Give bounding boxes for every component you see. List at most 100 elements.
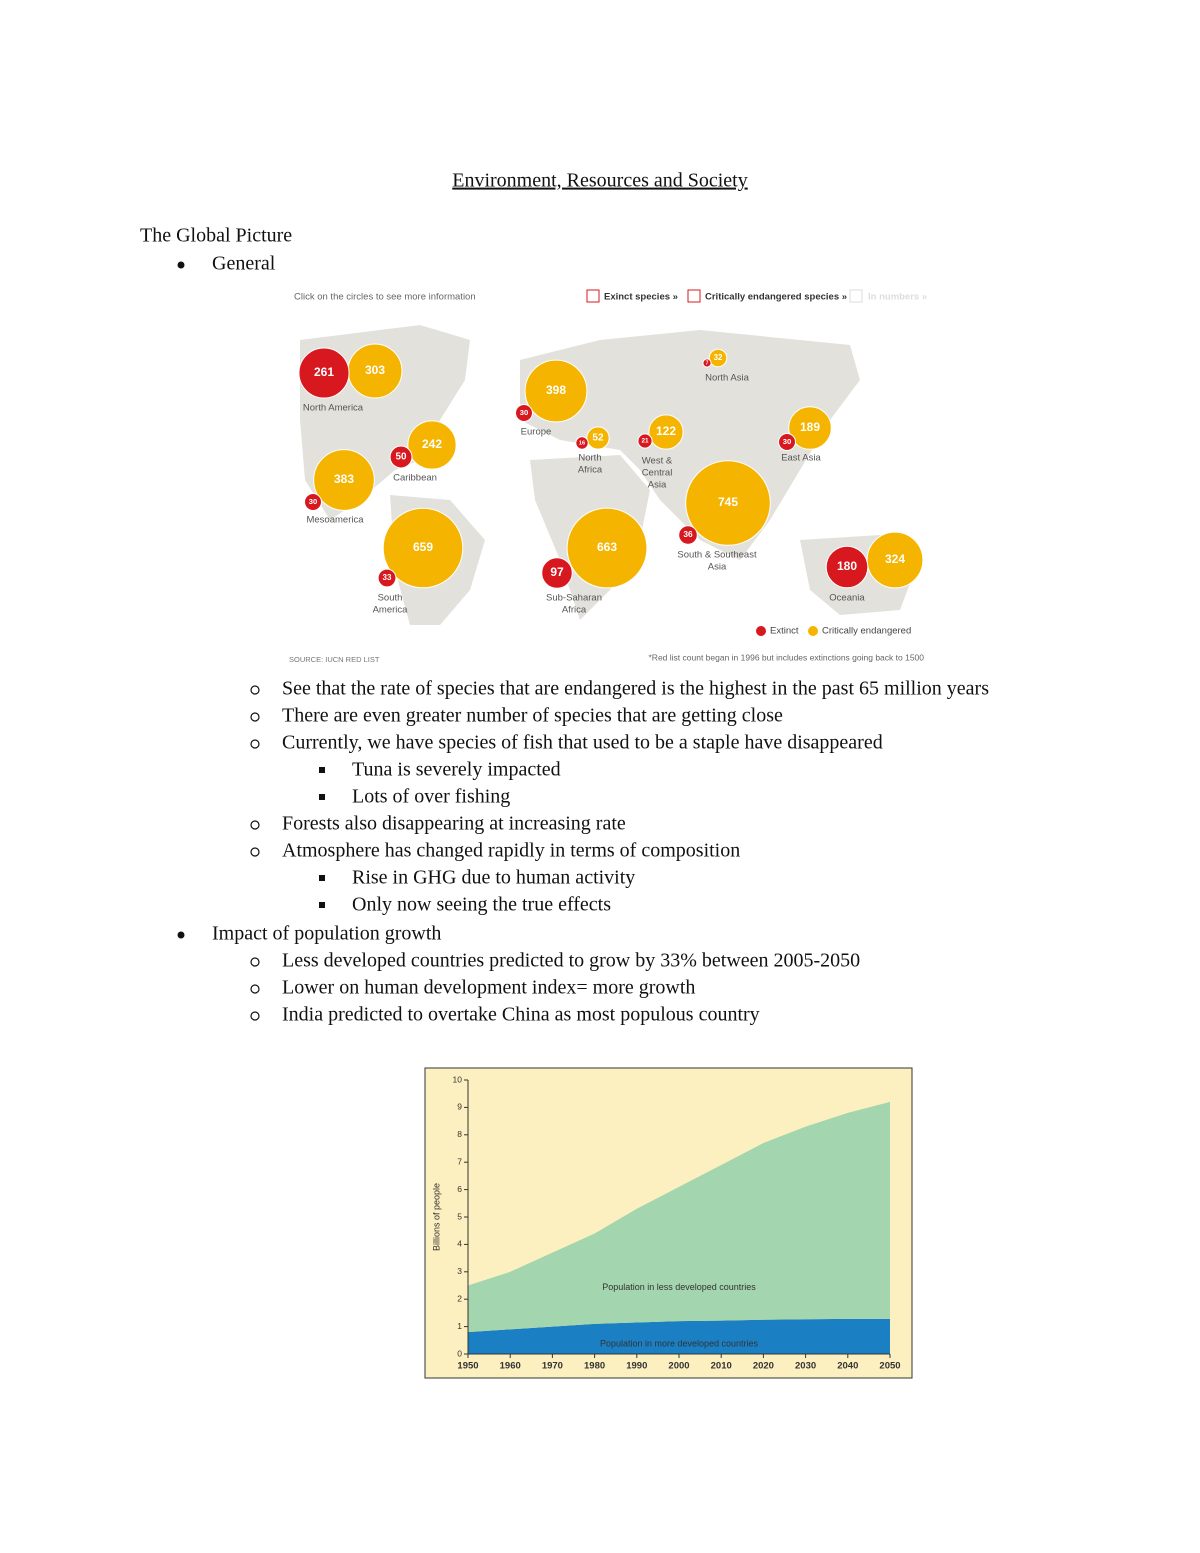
- region-label: Caribbean: [393, 473, 437, 484]
- bubble-label: 398: [546, 383, 566, 397]
- bubble[interactable]: [524, 359, 588, 423]
- y-tick-label: 5: [457, 1211, 462, 1221]
- region-label: East Asia: [781, 453, 821, 464]
- instruction: Click on the circles to see more informa…: [294, 292, 476, 303]
- y-tick-label: 9: [457, 1102, 462, 1112]
- bubble[interactable]: [313, 449, 375, 511]
- bubble[interactable]: [678, 525, 698, 545]
- bubble[interactable]: [541, 557, 573, 589]
- bubble[interactable]: [377, 568, 397, 588]
- bubble[interactable]: [389, 445, 413, 469]
- toggle-box[interactable]: [849, 289, 863, 303]
- y-tick-label: 0: [457, 1348, 462, 1358]
- bubble[interactable]: [586, 426, 610, 450]
- region-label: Asia: [648, 480, 667, 491]
- x-tick-label: 2020: [753, 1361, 774, 1372]
- y-tick-label: 3: [457, 1266, 462, 1276]
- sub-bullet: [250, 984, 260, 994]
- toggle-box[interactable]: [586, 289, 600, 303]
- region-label: North America: [303, 403, 364, 414]
- toggle-label[interactable]: In numbers »: [868, 292, 927, 303]
- list-item: See that the rate of species that are en…: [282, 678, 989, 700]
- species-map: Click on the circles to see more informa…: [289, 289, 927, 664]
- legend-swatch: [756, 626, 766, 636]
- bubble[interactable]: [515, 404, 533, 422]
- list-item: Impact of population growth: [212, 923, 441, 945]
- bubble[interactable]: [702, 358, 712, 368]
- bubble-label: 30: [783, 437, 791, 446]
- y-tick-label: 6: [457, 1184, 462, 1194]
- legend-label: Critically endangered: [822, 626, 911, 637]
- bubble-label: 97: [550, 565, 564, 579]
- list-item: Atmosphere has changed rapidly in terms …: [282, 840, 740, 862]
- region-label: North Asia: [705, 373, 750, 384]
- list-item: Lower on human development index= more g…: [282, 977, 695, 999]
- square-bullet: [319, 794, 325, 800]
- sub-bullet: [250, 712, 260, 722]
- region-label: Asia: [708, 562, 727, 573]
- x-tick-label: 2000: [668, 1361, 689, 1372]
- y-tick-label: 10: [453, 1074, 463, 1084]
- list-item: Lots of over fishing: [352, 786, 510, 808]
- bubble[interactable]: [788, 406, 832, 450]
- bubble-label: 383: [334, 472, 354, 486]
- bubble-label: 7: [706, 360, 709, 366]
- toggle-label[interactable]: Critically endangered species »: [705, 292, 847, 303]
- y-tick-label: 4: [457, 1239, 462, 1249]
- bubble-label: 30: [520, 408, 528, 417]
- region-label: Africa: [578, 465, 603, 476]
- x-tick-label: 1950: [457, 1361, 478, 1372]
- sub-bullet: [250, 957, 260, 967]
- bubble[interactable]: [382, 507, 464, 589]
- toggle-box[interactable]: [687, 289, 701, 303]
- region-label: South: [378, 593, 403, 604]
- sub-bullet: [250, 820, 260, 830]
- region-label: Oceania: [829, 593, 865, 604]
- x-tick-label: 2010: [711, 1361, 732, 1372]
- list-item: Only now seeing the true effects: [352, 894, 611, 916]
- list-item: General: [212, 253, 276, 275]
- bubble[interactable]: [825, 545, 869, 589]
- bubble[interactable]: [637, 433, 653, 449]
- area: [468, 1318, 890, 1354]
- document: Environment, Resources and Society The G…: [140, 170, 989, 1026]
- bubble[interactable]: [778, 433, 796, 451]
- bullet: [177, 261, 185, 269]
- square-bullet: [319, 902, 325, 908]
- x-tick-label: 2030: [795, 1361, 816, 1372]
- region-label: South & Southeast: [677, 550, 757, 561]
- bubble-label: 122: [656, 424, 676, 438]
- list-item: There are even greater number of species…: [282, 705, 783, 727]
- y-axis-label: Billions of people: [431, 1183, 441, 1251]
- bubble[interactable]: [708, 348, 728, 368]
- bubble-label: 30: [309, 497, 317, 506]
- list-item: Currently, we have species of fish that …: [282, 732, 883, 754]
- bubble-label: 261: [314, 365, 334, 379]
- bubble-label: 663: [597, 540, 617, 554]
- bubble[interactable]: [407, 420, 457, 470]
- bubble[interactable]: [566, 507, 648, 589]
- x-tick-label: 1970: [542, 1361, 563, 1372]
- bubble-label: 242: [422, 437, 442, 451]
- x-tick-label: 1990: [626, 1361, 647, 1372]
- toggle-label[interactable]: Exinct species »: [604, 292, 678, 303]
- series-label: Population in less developed countries: [602, 1282, 756, 1292]
- region-label: Africa: [562, 605, 587, 616]
- bubble-label: 32: [714, 353, 723, 362]
- sub-bullet: [250, 739, 260, 749]
- y-tick-label: 8: [457, 1129, 462, 1139]
- region-label: West &: [642, 456, 673, 467]
- bubble[interactable]: [648, 414, 684, 450]
- region-label: America: [373, 605, 409, 616]
- bubble-label: 36: [683, 529, 693, 539]
- bubble[interactable]: [685, 460, 771, 546]
- x-tick-label: 2050: [879, 1361, 900, 1372]
- bubble[interactable]: [304, 493, 322, 511]
- sub-bullet: [250, 685, 260, 695]
- bubble-label: 180: [837, 559, 857, 573]
- list-item: Less developed countries predicted to gr…: [282, 950, 860, 972]
- bubble-label: 33: [383, 573, 392, 582]
- bubble[interactable]: [298, 347, 350, 399]
- bubble[interactable]: [575, 436, 589, 450]
- series-label: Population in more developed countries: [600, 1339, 759, 1349]
